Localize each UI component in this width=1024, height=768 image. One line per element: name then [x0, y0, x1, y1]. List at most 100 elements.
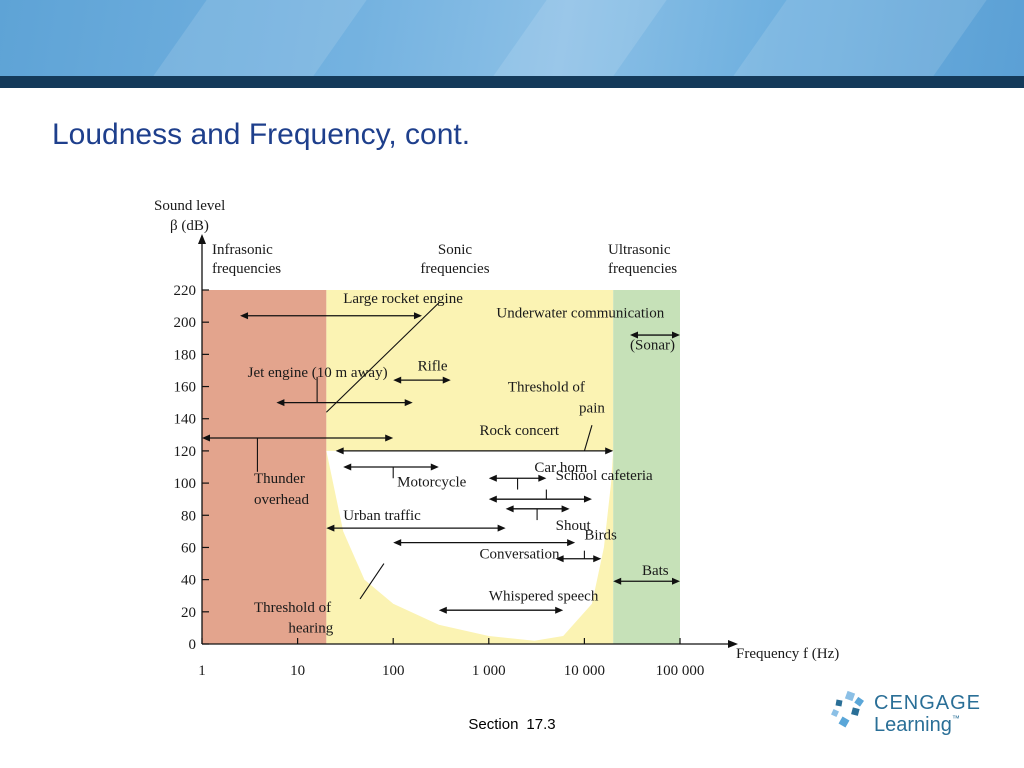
y-tick-label: 140 — [174, 412, 197, 428]
source-arrow-13-head-left — [488, 495, 497, 503]
source-label-2: (Sonar) — [630, 338, 675, 354]
audible-region — [326, 450, 614, 641]
header-facet — [153, 0, 367, 76]
section-word: Section — [468, 716, 519, 733]
source-label-18: Bats — [642, 563, 669, 579]
source-arrow-11-head-right — [538, 474, 547, 482]
brand-sub-text: Learning — [874, 714, 952, 736]
source-label-13: School cafeteria — [556, 468, 653, 484]
y-axis-label-line1: Sound level — [154, 198, 225, 214]
region-label-0-line2: frequencies — [212, 261, 281, 277]
source-arrow-8-head-left — [335, 447, 344, 455]
chart-labels: Infrasonic frequencies Sonic frequencies Ult… — [212, 242, 677, 637]
source-arrow-15-head-left — [326, 524, 335, 532]
region-2 — [613, 290, 680, 644]
source-arrow-3-head-left — [276, 399, 285, 407]
source-label-11: Car horn — [534, 460, 587, 476]
slide-title: Loudness and Frequency, cont. — [52, 118, 471, 151]
source-arrow-7-head-right — [385, 434, 394, 442]
cengage-mark-icon — [831, 690, 864, 728]
y-tick-label: 0 — [189, 637, 197, 653]
x-tick-label: 100 000 — [656, 663, 705, 679]
header-stripe — [0, 76, 1024, 88]
region-label-2-line2: frequencies — [608, 261, 677, 277]
source-arrow-7-head-left — [202, 434, 210, 442]
region-label-1-line1: Sonic — [438, 242, 473, 258]
source-label-3: Jet engine (10 m away) — [248, 365, 388, 381]
brand-trademark: ™ — [951, 714, 960, 723]
source-label-19: Whispered speech — [489, 589, 599, 605]
source-label-20: Threshold of — [254, 600, 331, 616]
source-arrow-19-head-left — [438, 606, 447, 614]
source-arrow-16-head-left — [393, 539, 402, 547]
source-label-4: Rifle — [418, 358, 448, 374]
y-tick-label: 180 — [174, 347, 197, 363]
y-tick-label: 80 — [181, 508, 196, 524]
pointer-rocket-engine — [325, 302, 440, 413]
header-facet — [493, 0, 667, 76]
source-label-16: Conversation — [480, 547, 560, 563]
y-tick-label: 120 — [174, 444, 197, 460]
source-arrow-13-head-right — [583, 495, 592, 503]
source-arrow-14-head-left — [505, 505, 514, 513]
section-number: 17.3 — [526, 716, 556, 733]
source-label-5: Threshold of — [508, 379, 585, 395]
source-label-17: Birds — [584, 527, 617, 543]
cengage-learning-logo: CENGAGE Learning™ — [830, 688, 1000, 740]
source-label-6: pain — [579, 400, 605, 416]
source-label-0: Large rocket engine — [343, 291, 463, 307]
x-axis-label: Frequency f (Hz) — [736, 646, 839, 662]
region-label-2-line1: Ultrasonic — [608, 242, 671, 258]
source-arrow-8-head-right — [605, 447, 614, 455]
y-tick-label: 60 — [181, 540, 196, 556]
y-axis-label-line2: β (dB) — [170, 218, 209, 234]
x-tick-label: 100 — [382, 663, 405, 679]
header-facet — [733, 0, 987, 76]
x-tick-label: 10 000 — [564, 663, 605, 679]
source-arrow-17-head-left — [555, 555, 564, 563]
brand-name: CENGAGE — [874, 692, 982, 714]
chart-axes: 0 20 40 60 80 100 120 140 160 180 200 220 1 10 100 1 00… — [154, 198, 839, 679]
y-tick-label: 20 — [181, 605, 196, 621]
source-arrow-11-head-left — [488, 474, 497, 482]
y-tick-label: 40 — [181, 573, 196, 589]
source-label-1: Underwater communication — [496, 305, 664, 321]
source-label-15: Urban traffic — [343, 508, 421, 524]
source-arrow-17-head-right — [593, 555, 602, 563]
source-arrow-12-head-right — [430, 463, 439, 471]
pointer-threshold-pain — [583, 425, 593, 452]
header-band — [0, 0, 1024, 76]
source-arrow-3-head-right — [404, 399, 413, 407]
y-tick-label: 220 — [174, 283, 197, 299]
source-arrow-15-head-right — [497, 524, 506, 532]
x-tick-label: 10 — [290, 663, 305, 679]
source-arrow-4-head-right — [442, 376, 451, 384]
source-label-21: hearing — [288, 621, 333, 637]
source-arrow-12-head-left — [343, 463, 352, 471]
region-label-0-line1: Infrasonic — [212, 242, 273, 258]
source-arrow-4-head-left — [393, 376, 402, 384]
source-label-10: overhead — [254, 492, 309, 508]
x-tick-label: 1 — [198, 663, 206, 679]
y-tick-label: 160 — [174, 380, 197, 396]
x-axis-arrowhead — [728, 640, 738, 648]
source-arrow-0-head-left — [240, 312, 249, 320]
source-label-14: Shout — [556, 518, 592, 534]
source-arrow-18-head-left — [613, 577, 622, 585]
chart-arrows — [202, 302, 680, 614]
section-footer: Section 17.3 — [0, 716, 1024, 733]
source-arrow-1-head-right — [672, 331, 680, 339]
loudness-frequency-chart: 0 20 40 60 80 100 120 140 160 180 200 220 1 10 100 1 00… — [154, 198, 839, 679]
y-tick-label: 100 — [174, 476, 197, 492]
source-arrow-1-head-left — [630, 331, 639, 339]
source-arrow-16-head-right — [567, 539, 576, 547]
pointer-threshold-hearing — [359, 563, 385, 600]
source-arrow-0-head-right — [413, 312, 422, 320]
region-label-1-line2: frequencies — [420, 261, 489, 277]
x-tick-label: 1 000 — [472, 663, 506, 679]
y-axis-arrowhead — [198, 234, 206, 244]
region-0 — [202, 290, 327, 644]
source-arrow-19-head-right — [555, 606, 564, 614]
y-tick-label: 200 — [174, 315, 197, 331]
brand-sub: Learning™ — [874, 714, 960, 737]
